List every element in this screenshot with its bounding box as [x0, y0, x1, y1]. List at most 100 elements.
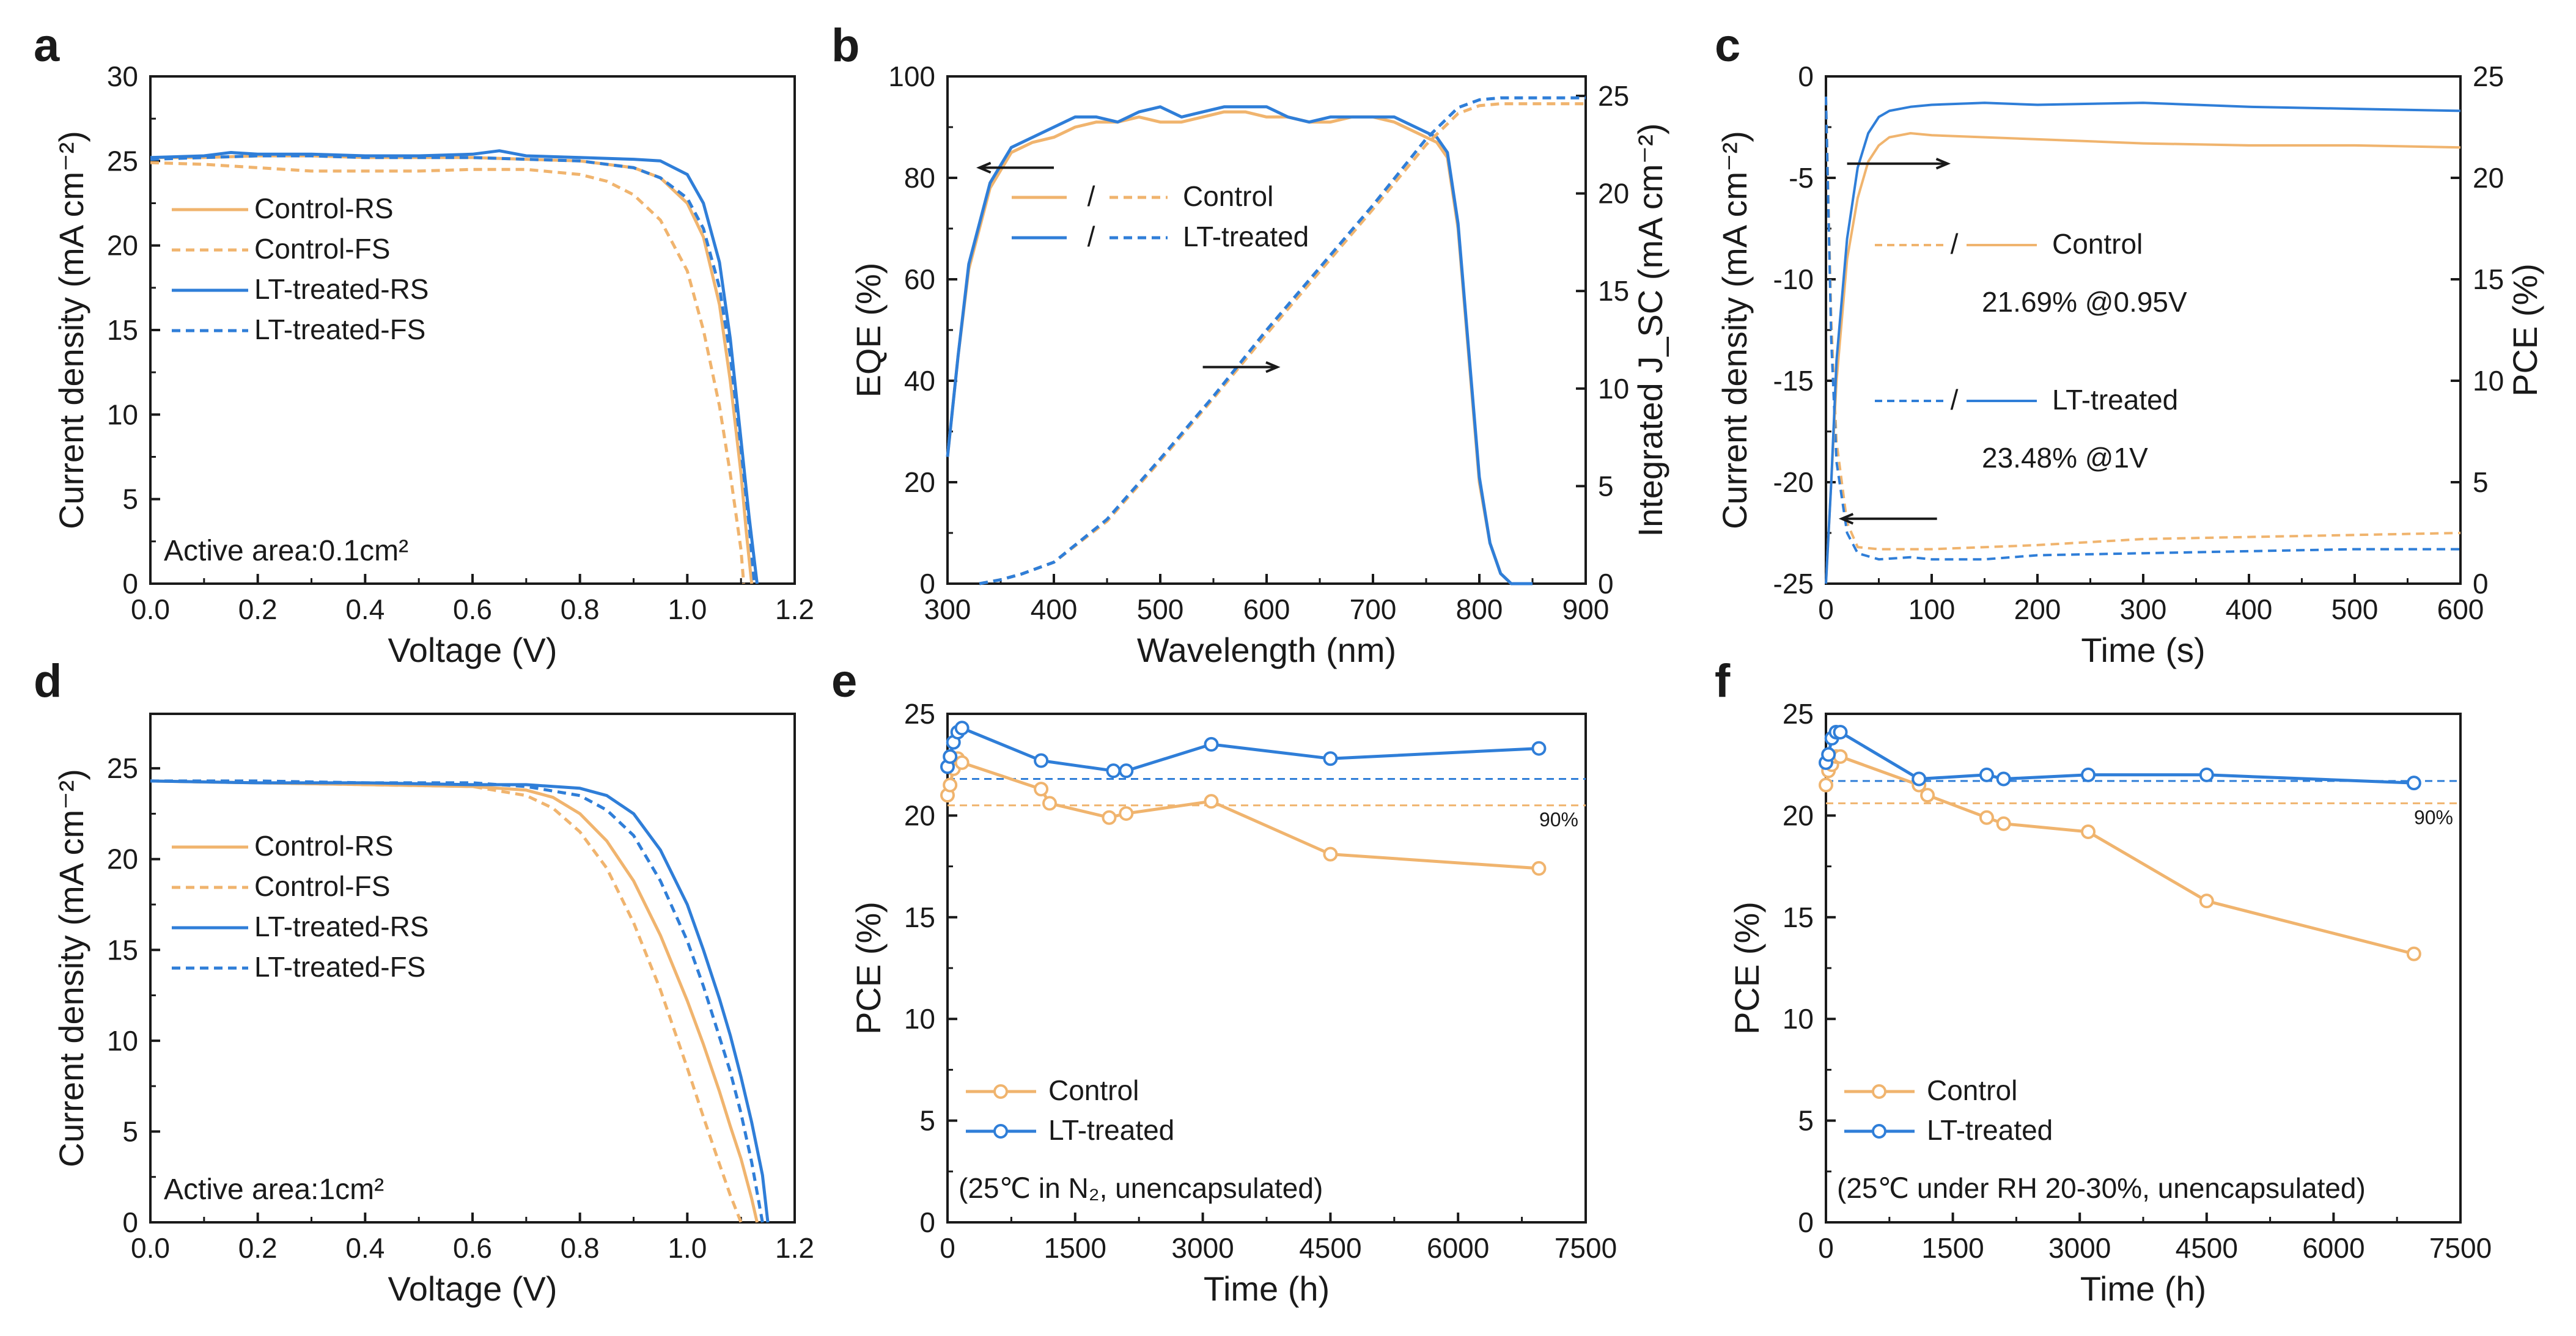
legend-separator: /	[1951, 228, 1959, 260]
legend-label: LT-treated	[1927, 1114, 2053, 1146]
y2-tick-label: 25	[1598, 80, 1629, 112]
panel-c: c 0 100 200 300 400 500 600 -25 -20 -15 -10 -5 0 0 5 10 1…	[1715, 20, 2544, 669]
y-tick-label: 10	[1783, 1003, 1814, 1035]
legend-label: LT-treated	[1183, 221, 1309, 252]
y-tick-label: 5	[122, 1115, 138, 1147]
panel-d: d 0.0 0.2 0.4 0.6 0.8 1.0 1.2 0 5 10 15 20 25 Voltage …	[34, 655, 814, 1308]
data-point	[1204, 736, 1219, 752]
panel-letter: e	[831, 655, 857, 707]
panel-f: f 0 1500 3000 4500 6000 7500 0 5 10 15 20 25 Time (h)…	[1715, 655, 2492, 1308]
series-LT-treated PCE	[1825, 101, 2461, 584]
legend-separator: /	[1087, 180, 1095, 212]
x-tick-label: 700	[1350, 593, 1397, 625]
active-area-note: Active area:0.1cm²	[164, 535, 408, 567]
data-point	[1204, 794, 1219, 809]
y-axis-label: PCE (%)	[1728, 901, 1766, 1035]
legend-label: LT-treated-RS	[254, 273, 429, 305]
y-tick-label: 30	[107, 61, 138, 92]
data-point	[954, 721, 970, 736]
y-tick-label: 15	[107, 314, 138, 346]
x-tick-label: 400	[1031, 593, 1078, 625]
test-condition: (25℃ in N₂, unencapsulated)	[959, 1172, 1323, 1204]
data-point	[2406, 776, 2421, 791]
data-point	[1833, 724, 1848, 740]
x-tick-label: 1.2	[775, 1232, 814, 1264]
ref-label: 90%	[2414, 806, 2453, 828]
data-point	[1042, 796, 1058, 811]
y-tick-label: 100	[888, 61, 935, 92]
series-Control Jsc	[979, 102, 1586, 585]
x-tick-label: 400	[2226, 593, 2273, 625]
y-axis-label: Current density (mA cm⁻²)	[52, 131, 90, 529]
y2-axis-label: PCE (%)	[2506, 263, 2544, 397]
y-tick-label: -20	[1773, 466, 1814, 498]
legend-separator: /	[1087, 221, 1095, 252]
axis-arrow-head	[1265, 361, 1281, 373]
y-tick-label: 15	[107, 934, 138, 966]
y-tick-label: 40	[904, 365, 935, 397]
y-tick-label: -15	[1773, 365, 1814, 397]
x-tick-label: 0.4	[345, 593, 385, 625]
axis-arrow-head	[1935, 158, 1951, 170]
series-LT-treated EQE	[946, 105, 1533, 585]
jv-curve-LT-treated-FS	[150, 154, 756, 584]
x-axis-label: Time (h)	[2080, 1269, 2206, 1308]
y-tick-label: 0	[919, 1206, 935, 1238]
x-tick-label: 6000	[1427, 1232, 1489, 1264]
x-axis-label: Voltage (V)	[388, 1269, 557, 1308]
x-tick-label: 3000	[1171, 1232, 1234, 1264]
legend-label: LT-treated	[1048, 1114, 1174, 1146]
data-point	[1531, 861, 1547, 876]
y-axis-label: Current density (mA cm⁻²)	[52, 769, 90, 1167]
legend-label: LT-treated-FS	[254, 951, 425, 983]
y-tick-label: -10	[1773, 263, 1814, 295]
legend-label: Control-FS	[254, 233, 390, 265]
y-tick-label: 0	[1798, 1206, 1814, 1238]
x-tick-label: 800	[1456, 593, 1503, 625]
y-tick-label: 0	[919, 568, 935, 600]
panel-a: a 0.0 0.2 0.4 0.6 0.8 1.0 1.2 0 5 10 15 20 25 30 Voltag…	[34, 20, 814, 669]
data-point	[943, 777, 958, 793]
series-LT-treated Jsc	[979, 96, 1586, 585]
x-tick-label: 0.8	[561, 1232, 600, 1264]
data-point	[1102, 810, 1117, 825]
x-tick-label: 300	[924, 593, 971, 625]
x-tick-label: 0.0	[131, 1232, 170, 1264]
x-tick-label: 3000	[2048, 1232, 2111, 1264]
y-tick-label: 80	[904, 162, 935, 194]
legend-label: Control	[2052, 228, 2143, 260]
data-point	[2199, 894, 2214, 909]
y-tick-label: 20	[904, 799, 935, 831]
jv-curve-Control-FS	[150, 161, 746, 584]
test-condition: (25℃ under RH 20-30%, unencapsulated)	[1837, 1172, 2366, 1204]
x-axis-label: Time (s)	[2081, 631, 2205, 669]
x-tick-label: 7500	[2429, 1232, 2492, 1264]
y2-tick-label: 20	[2473, 162, 2504, 194]
jv-curve-LT-treated-RS	[150, 149, 759, 584]
data-point	[954, 755, 970, 770]
legend-marker	[1872, 1084, 1886, 1099]
data-point	[1034, 782, 1049, 797]
jv-curve-LT-treated-FS	[150, 779, 764, 1223]
y2-tick-label: 20	[1598, 178, 1629, 210]
y-tick-label: 0	[122, 1206, 138, 1238]
x-tick-label: 600	[2437, 593, 2484, 625]
x-tick-label: 300	[2120, 593, 2167, 625]
plot-frame	[1825, 75, 2462, 585]
data-point	[1821, 747, 1836, 762]
y-tick-label: -5	[1789, 162, 1814, 194]
y2-tick-label: 15	[1598, 275, 1629, 307]
legend-label: LT-treated-FS	[254, 314, 425, 345]
legend-label: Control	[1048, 1074, 1139, 1106]
x-tick-label: 0.0	[131, 593, 170, 625]
data-point	[2406, 946, 2421, 961]
x-tick-label: 4500	[1299, 1232, 1361, 1264]
data-point	[1323, 846, 1338, 862]
plot-frame	[946, 75, 1587, 585]
y-axis-label: Current density (mA cm⁻²)	[1715, 131, 1754, 529]
y-axis-label: EQE (%)	[849, 263, 888, 398]
data-point	[1531, 741, 1547, 756]
ref-label: 90%	[1539, 809, 1578, 831]
